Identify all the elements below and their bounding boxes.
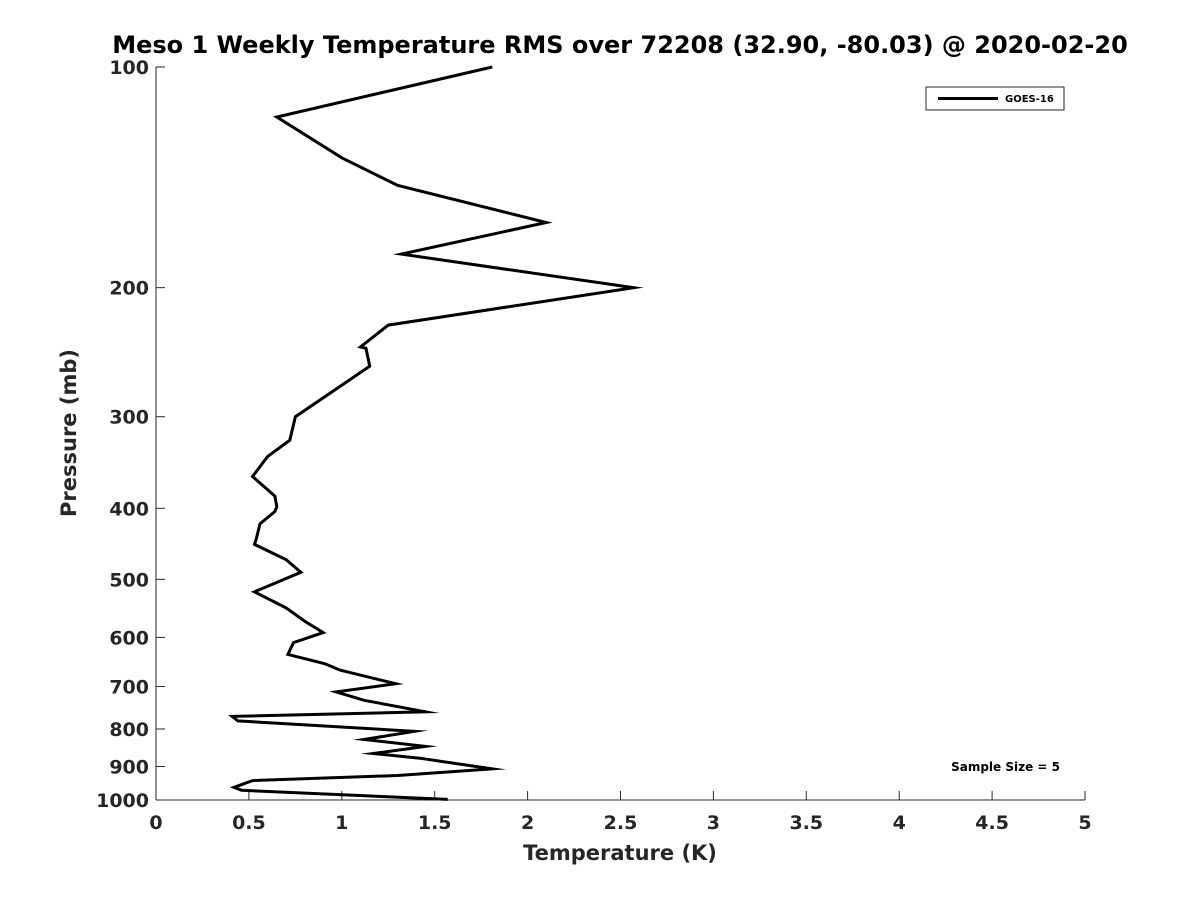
- x-tick-label: 3.5: [789, 812, 823, 834]
- chart-title: Meso 1 Weekly Temperature RMS over 72208…: [112, 31, 1128, 59]
- y-axis-label: Pressure (mb): [57, 349, 81, 517]
- x-ticks: 0 0.5 1 1.5 2 2.5 3 3.5 4 4.5 5: [149, 791, 1092, 834]
- series-line-goes-16: [228, 65, 644, 801]
- y-tick-label: 300: [109, 407, 149, 429]
- x-tick-label: 2: [521, 812, 534, 834]
- y-tick-label: 600: [109, 627, 149, 649]
- series-layer: [228, 65, 644, 801]
- y-tick-label: 700: [109, 676, 149, 698]
- x-tick-label: 4.5: [975, 812, 1009, 834]
- x-tick-label: 5: [1078, 812, 1091, 834]
- y-tick-label: 800: [109, 719, 149, 741]
- sample-size-annotation: Sample Size = 5: [951, 760, 1060, 774]
- y-tick-label: 1000: [96, 790, 149, 812]
- y-tick-label: 900: [109, 756, 149, 778]
- x-tick-label: 2.5: [604, 812, 638, 834]
- x-axis-label: Temperature (K): [523, 841, 717, 865]
- y-tick-label: 500: [109, 569, 149, 591]
- x-tick-label: 4: [893, 812, 906, 834]
- x-tick-label: 1: [335, 812, 348, 834]
- x-tick-label: 0.5: [232, 812, 266, 834]
- x-tick-label: 1.5: [418, 812, 452, 834]
- y-tick-label: 400: [109, 498, 149, 520]
- x-tick-label: 3: [707, 812, 720, 834]
- legend: GOES-16: [925, 86, 1065, 111]
- y-ticks: 100 200 300 400 500 600 700 800 900 1000: [96, 57, 165, 812]
- x-tick-label: 0: [149, 812, 162, 834]
- legend-label-goes-16: GOES-16: [1005, 94, 1054, 105]
- y-tick-label: 100: [109, 57, 149, 79]
- y-tick-label: 200: [109, 278, 149, 300]
